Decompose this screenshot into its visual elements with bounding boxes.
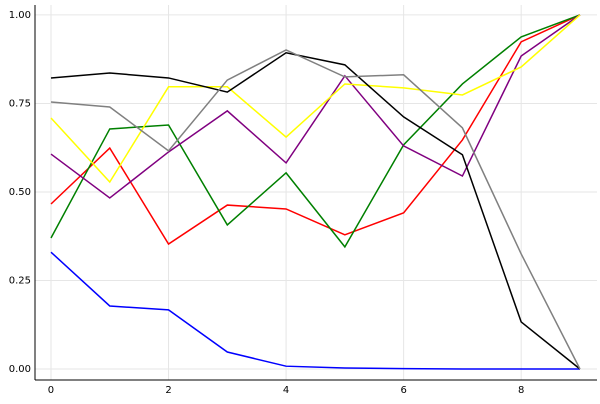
series-line [50, 14, 581, 199]
series-line [50, 52, 581, 370]
series-line [50, 49, 581, 370]
series-line [50, 251, 580, 370]
x-tick-label: 8 [518, 385, 524, 396]
x-tick-label: 4 [283, 385, 289, 396]
series-line [50, 14, 581, 246]
y-tick-label: 1.00 [9, 10, 31, 21]
series-line [50, 14, 581, 249]
y-tick-label: 0.00 [9, 364, 31, 375]
y-tick-label: 0.75 [9, 98, 31, 109]
y-tick-label: 0.25 [9, 275, 31, 286]
x-tick-label: 0 [48, 385, 54, 396]
y-tick-label: 0.50 [9, 187, 31, 198]
x-tick-label: 6 [400, 385, 406, 396]
series-line [50, 14, 581, 184]
x-tick-label: 2 [165, 385, 171, 396]
